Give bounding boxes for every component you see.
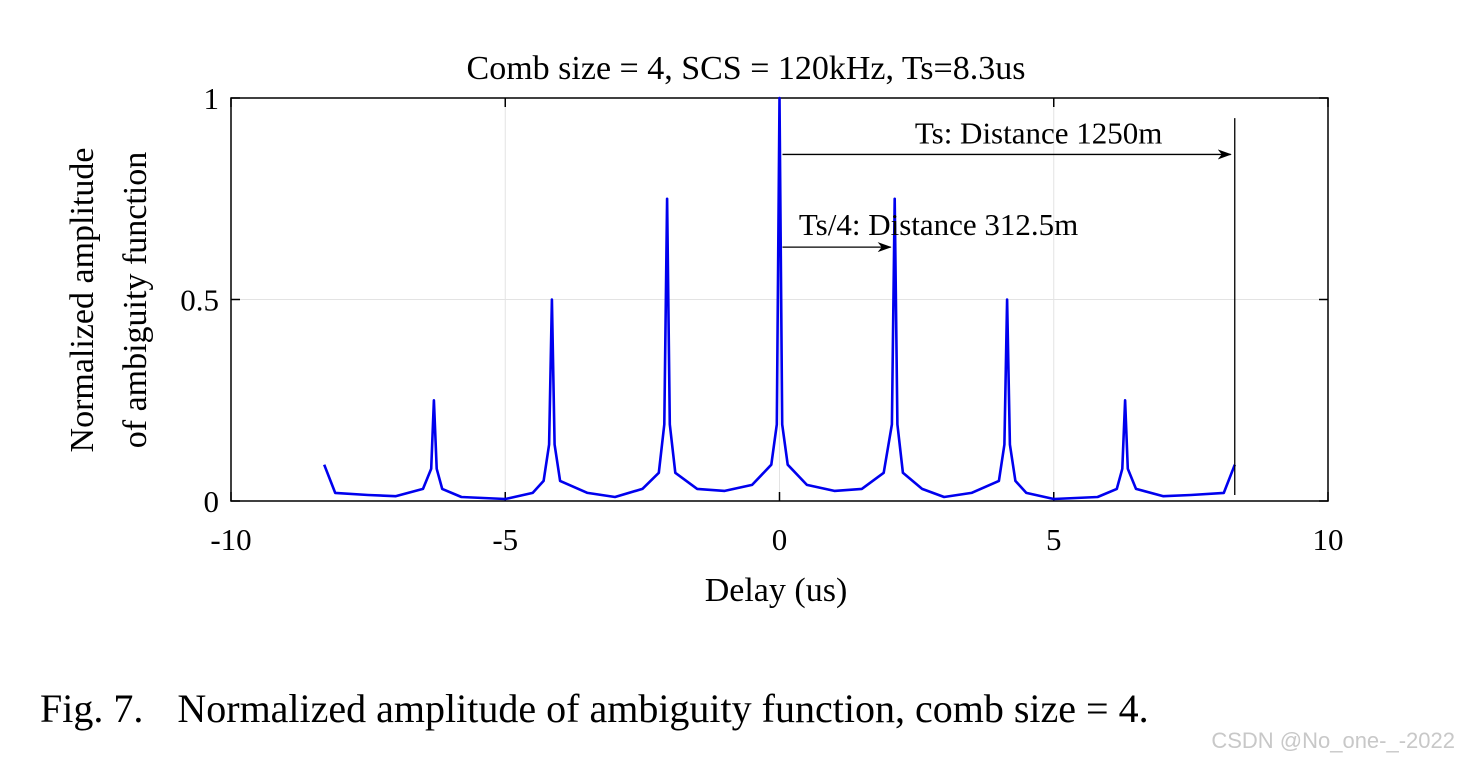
chart-title: Comb size = 4, SCS = 120kHz, Ts=8.3us <box>467 50 1026 87</box>
caption-text: Normalized amplitude of ambiguity functi… <box>177 686 1149 731</box>
caption-label: Fig. 7. <box>40 686 144 731</box>
x-tick-label: 10 <box>1313 522 1344 557</box>
annotation-label: Ts/4: Distance 312.5m <box>799 207 1078 242</box>
x-tick-label: 0 <box>772 522 788 557</box>
y-tick-label: 0.5 <box>180 283 219 318</box>
annotation-label: Ts: Distance 1250m <box>915 115 1163 150</box>
figure-caption: Fig. 7. Normalized amplitude of ambiguity… <box>40 685 1149 732</box>
series-line <box>322 96 1237 501</box>
y-tick-label: 1 <box>204 81 220 116</box>
y-tick-label: 0 <box>204 484 220 519</box>
axis-tick-labels: -10 -5 0 5 10 0 0.5 1 <box>180 81 1343 557</box>
y-axis-label-line-1: Normalized amplitude <box>64 148 101 453</box>
x-tick-label: -5 <box>492 522 518 557</box>
watermark: CSDN @No_one-_-2022 <box>1211 728 1455 753</box>
annotations: Ts: Distance 1250m Ts/4: Distance 312.5m <box>782 115 1236 495</box>
axis-ticks <box>230 97 1329 502</box>
x-tick-label: -10 <box>210 522 251 557</box>
y-axis-label-line-2: of ambiguity function <box>117 152 154 449</box>
x-axis-label: Delay (us) <box>705 572 848 609</box>
x-tick-label: 5 <box>1046 522 1062 557</box>
figure: -10 -5 0 5 10 0 0.5 1 Ts: Distance 1250m Ts/4: D… <box>64 50 1344 609</box>
